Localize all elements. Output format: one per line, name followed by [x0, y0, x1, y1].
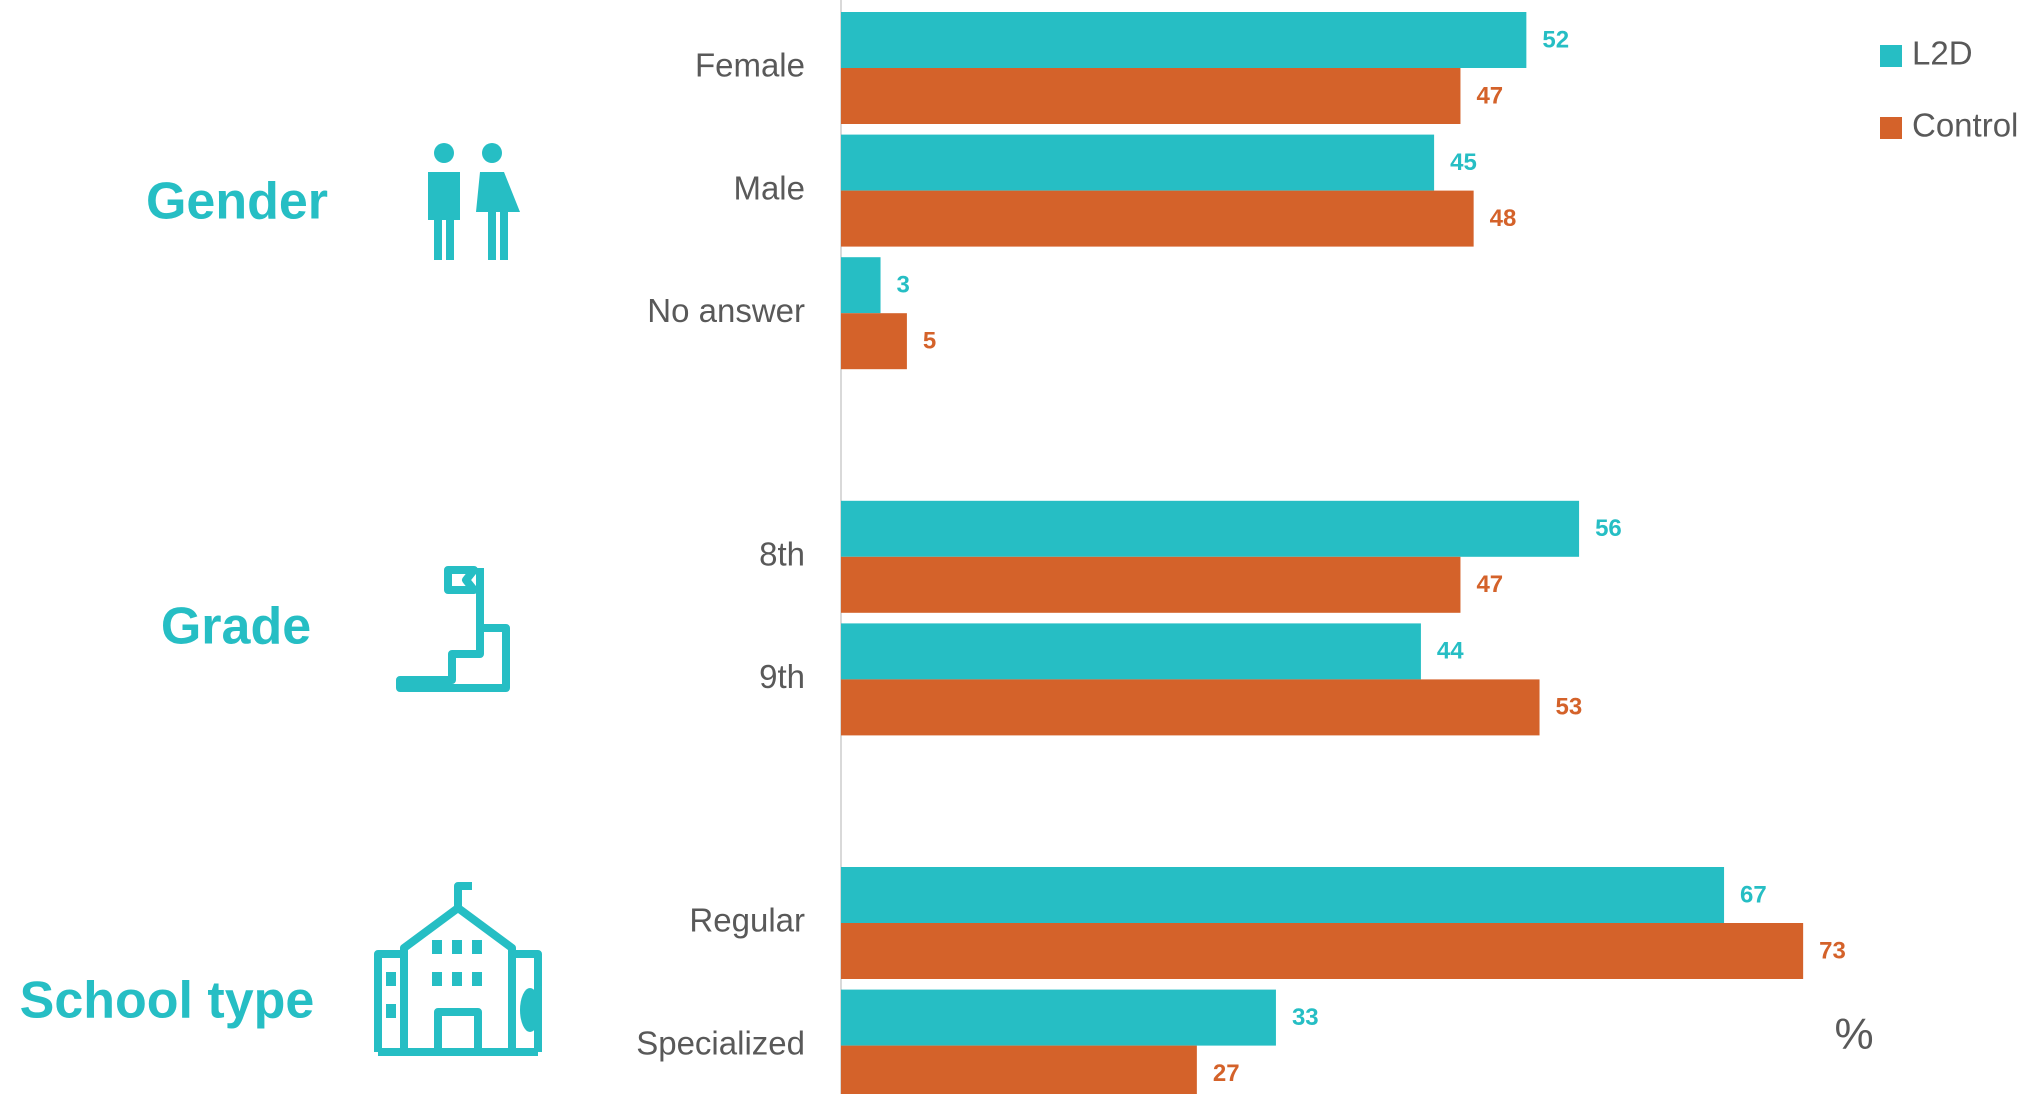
bar [841, 500, 1580, 557]
value-label: 56 [1595, 515, 1622, 542]
category-label: No answer [647, 292, 805, 329]
bar [841, 1045, 1197, 1094]
bar [841, 679, 1540, 736]
category-label: Specialized [636, 1024, 805, 1061]
bar [841, 12, 1527, 68]
gender-icon [428, 143, 520, 260]
category-label: Regular [689, 902, 805, 939]
bar [841, 257, 881, 314]
legend-label: Control [1912, 107, 2018, 144]
value-label: 73 [1819, 937, 1846, 964]
group-label: Grade [161, 598, 311, 656]
value-label: 33 [1292, 1004, 1319, 1031]
grade-icon [396, 566, 510, 692]
legend-swatch [1880, 45, 1902, 67]
value-label: 3 [897, 272, 910, 299]
value-label: 67 [1740, 881, 1767, 908]
group-label: Gender [146, 173, 328, 231]
value-label: 5 [923, 328, 936, 355]
value-label: 48 [1490, 205, 1517, 232]
value-label: 52 [1542, 26, 1569, 53]
group-label: School type [20, 972, 315, 1030]
category-label: Male [733, 169, 805, 206]
bar [841, 867, 1725, 923]
unit-label: % [1834, 1010, 1873, 1059]
value-label: 53 [1556, 694, 1583, 721]
bar [841, 556, 1461, 613]
school-icon [374, 882, 542, 1056]
category-label: 8th [759, 536, 805, 573]
bar [841, 923, 1804, 979]
value-label: 45 [1450, 149, 1477, 176]
value-label: 47 [1476, 82, 1503, 109]
value-label: 27 [1213, 1060, 1240, 1087]
value-label: 47 [1476, 571, 1503, 598]
legend-label: L2D [1912, 35, 1973, 72]
bar [841, 190, 1474, 247]
value-label: 44 [1437, 638, 1464, 665]
category-label: Female [695, 47, 805, 84]
category-label: 9th [759, 658, 805, 695]
bar [841, 68, 1461, 124]
bar [841, 623, 1421, 680]
bar [841, 989, 1276, 1046]
bar [841, 134, 1435, 191]
bar [841, 313, 907, 370]
legend-swatch [1880, 117, 1902, 139]
